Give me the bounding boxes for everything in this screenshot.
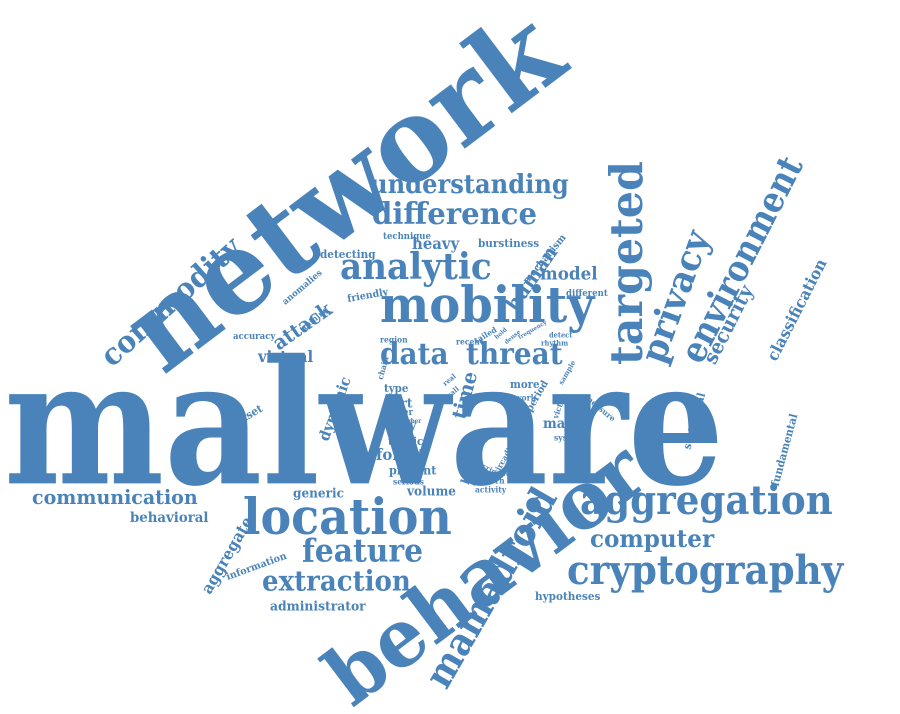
word-virtual: virtual (258, 347, 314, 367)
word-present: present (389, 463, 437, 478)
word-rhythm: rhythm (541, 338, 569, 348)
word-more: more (510, 378, 540, 392)
word-forest: forest (376, 445, 425, 465)
word-pattern: pattern (473, 475, 505, 486)
word-different: different (566, 288, 608, 299)
word-region: region (380, 334, 408, 345)
word-type: type (384, 382, 409, 396)
word-feature: feature (302, 531, 424, 570)
word-threat: threat (466, 337, 563, 372)
word-serious: serious (393, 476, 424, 487)
word-administrator: administrator (270, 599, 366, 615)
word-heavy: heavy (412, 234, 460, 254)
word-user: user (392, 407, 413, 418)
word-computer: computer (590, 523, 715, 553)
word-difference: difference (372, 197, 538, 232)
word-activity: activity (475, 484, 507, 495)
word-aggregate: aggregate (197, 513, 257, 598)
word-data: data (380, 337, 449, 372)
word-aggregation: aggregation (580, 477, 833, 524)
word-volume: volume (407, 484, 456, 500)
word-classification: classification (762, 255, 831, 364)
word-technique: technique (383, 231, 431, 242)
word-work: work (515, 392, 536, 403)
word-burstiness: burstiness (478, 237, 540, 251)
word-analytic: analytic (340, 246, 492, 289)
word-generic: generic (293, 486, 344, 502)
word-behavioral: behavioral (130, 509, 209, 526)
word-extraction: extraction (262, 564, 411, 598)
word-detect: detect (549, 330, 573, 340)
word-malware: malware (4, 321, 725, 525)
word-port: port (384, 396, 413, 412)
word-world: world (395, 418, 413, 426)
word-model: model (540, 263, 598, 285)
word-location: location (243, 487, 452, 546)
word-communication: communication (32, 485, 198, 509)
word-major: major (543, 415, 586, 432)
word-cryptography: cryptography (567, 547, 844, 594)
word-accuracy: accuracy (233, 331, 276, 342)
word-relies: relies (503, 471, 521, 479)
word-system: system (554, 432, 584, 443)
word-mobility: mobility (380, 275, 595, 334)
word-detecting: detecting (320, 248, 376, 262)
word-study: study (377, 417, 417, 434)
word-paper: paper (403, 418, 422, 426)
word-recent: recent (456, 336, 484, 347)
word-hypotheses: hypotheses (535, 590, 601, 604)
word-traffic: traffic (388, 435, 424, 449)
word-understanding: understanding (370, 170, 569, 201)
